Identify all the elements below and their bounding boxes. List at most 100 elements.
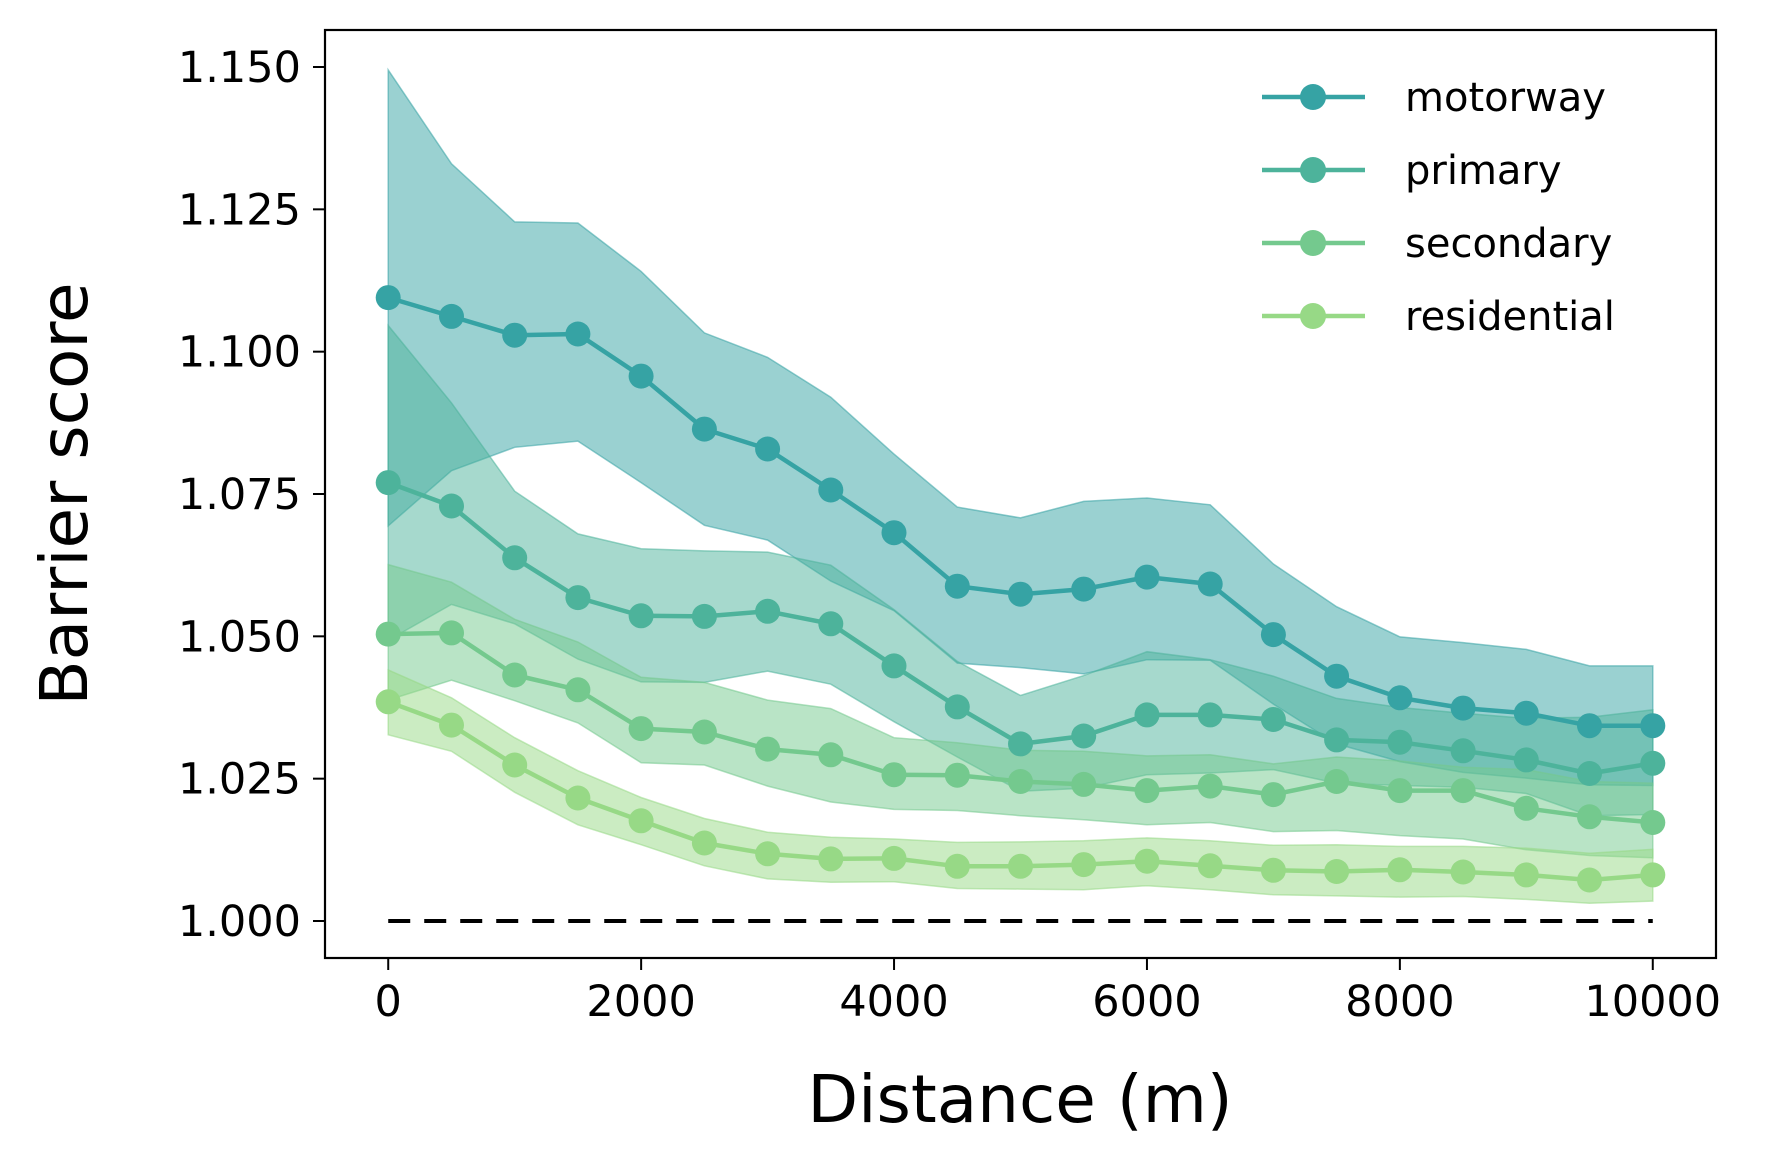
residential-point xyxy=(755,841,781,867)
secondary-point xyxy=(818,742,844,768)
x-tick-label: 8000 xyxy=(1345,977,1454,1027)
motorway-point xyxy=(502,322,528,348)
y-tick-label: 1.125 xyxy=(178,185,301,235)
primary-point xyxy=(1197,702,1223,728)
residential-point xyxy=(691,830,717,856)
primary-point xyxy=(881,653,907,679)
residential-point xyxy=(1324,859,1350,884)
primary-point xyxy=(1008,731,1033,757)
residential-point xyxy=(1197,853,1223,879)
primary-point xyxy=(944,694,970,720)
motorway-point xyxy=(881,520,907,546)
motorway-point xyxy=(375,285,401,311)
x-tick-label: 0 xyxy=(375,977,402,1027)
motorway-point xyxy=(1071,576,1097,602)
motorway-point xyxy=(1134,564,1160,590)
motorway-legend-label: motorway xyxy=(1405,75,1606,121)
secondary-point xyxy=(1071,771,1097,797)
residential-point xyxy=(439,712,464,738)
y-axis: 1.000 1.025 1.050 1.075 1.100 1.125 1.150 xyxy=(178,43,325,947)
secondary-legend-marker xyxy=(1300,230,1326,256)
primary-point xyxy=(1071,723,1097,749)
motorway-point xyxy=(1513,700,1539,726)
motorway-point xyxy=(1387,685,1413,711)
primary-point xyxy=(1640,750,1666,776)
y-tick-label: 1.075 xyxy=(178,470,301,520)
residential-point xyxy=(1640,862,1666,888)
x-tick-label: 4000 xyxy=(839,977,948,1027)
primary-point xyxy=(439,493,464,519)
motorway-point xyxy=(1577,713,1602,739)
secondary-point xyxy=(502,662,528,688)
secondary-point xyxy=(1577,804,1602,830)
x-tick-label: 10000 xyxy=(1584,977,1721,1027)
secondary-point xyxy=(1513,795,1539,821)
primary-point xyxy=(1324,727,1350,753)
secondary-point xyxy=(944,762,970,788)
residential-point xyxy=(1513,862,1539,888)
motorway-point xyxy=(1450,695,1476,721)
motorway-point xyxy=(944,573,970,599)
residential-legend-marker xyxy=(1300,303,1326,329)
primary-point xyxy=(1260,707,1286,732)
residential-point xyxy=(1008,853,1033,879)
secondary-point xyxy=(1450,778,1476,804)
residential-point xyxy=(881,845,907,871)
y-tick-label: 1.150 xyxy=(178,43,301,93)
motorway-point xyxy=(1324,663,1350,689)
primary-point xyxy=(565,585,591,611)
secondary-point xyxy=(755,736,781,762)
residential-point xyxy=(565,785,591,811)
residential-legend-label: residential xyxy=(1405,294,1615,340)
y-tick-label: 1.025 xyxy=(178,755,301,805)
primary-point xyxy=(1513,747,1539,773)
series-markers xyxy=(375,285,1666,893)
motorway-point xyxy=(1197,571,1223,597)
motorway-point xyxy=(1260,622,1286,648)
y-axis-title: Barrier score xyxy=(26,282,103,705)
residential-point xyxy=(1260,857,1286,883)
legend: motorway primary secondary residential xyxy=(1262,75,1615,340)
x-tick-label: 6000 xyxy=(1092,977,1201,1027)
primary-legend-label: primary xyxy=(1405,148,1562,194)
x-tick-label: 2000 xyxy=(586,977,695,1027)
primary-point xyxy=(818,611,844,637)
secondary-point xyxy=(1260,782,1286,808)
y-tick-label: 1.100 xyxy=(178,328,301,378)
motorway-point xyxy=(565,321,591,347)
residential-point xyxy=(1071,852,1097,878)
motorway-point xyxy=(628,363,654,389)
motorway-point xyxy=(1008,581,1033,607)
residential-point xyxy=(818,846,844,872)
motorway-legend-marker xyxy=(1300,84,1326,110)
primary-point xyxy=(1577,761,1602,786)
primary-legend-marker xyxy=(1300,157,1326,183)
primary-point xyxy=(691,603,717,629)
primary-point xyxy=(755,598,781,624)
motorway-point xyxy=(1640,713,1666,739)
primary-point xyxy=(1134,702,1160,728)
primary-point xyxy=(1387,729,1413,755)
secondary-point xyxy=(1008,769,1033,794)
secondary-point xyxy=(1134,778,1160,804)
primary-point xyxy=(1450,738,1476,764)
residential-point xyxy=(1387,857,1413,883)
residential-point xyxy=(375,689,401,715)
secondary-point xyxy=(565,677,591,703)
y-tick-label: 1.000 xyxy=(178,897,301,947)
y-tick-label: 1.050 xyxy=(178,612,301,662)
motorway-point xyxy=(691,416,717,442)
secondary-point xyxy=(691,719,717,745)
secondary-point xyxy=(439,620,464,646)
secondary-point xyxy=(1387,778,1413,804)
motorway-point xyxy=(439,303,464,329)
secondary-point xyxy=(375,621,401,647)
residential-point xyxy=(1134,848,1160,874)
motorway-point xyxy=(818,477,844,503)
secondary-legend-label: secondary xyxy=(1405,221,1612,267)
residential-point xyxy=(944,853,970,879)
secondary-point xyxy=(881,762,907,788)
secondary-point xyxy=(1640,810,1666,835)
secondary-point xyxy=(1324,769,1350,794)
